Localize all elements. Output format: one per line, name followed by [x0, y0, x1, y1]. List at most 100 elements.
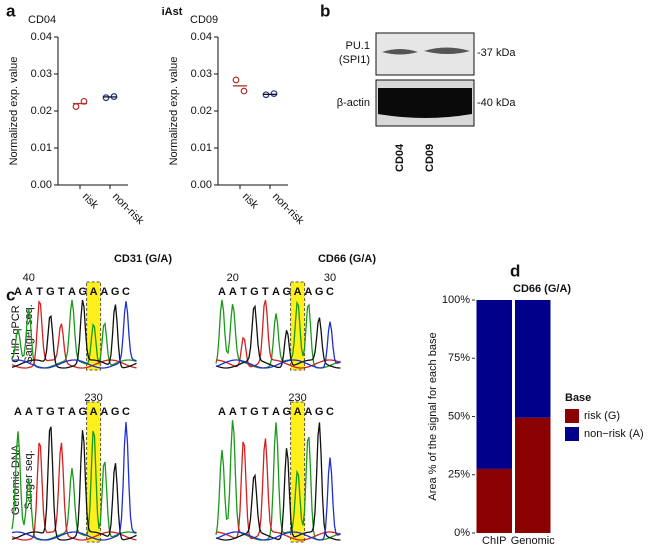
band-label: β-actin [337, 97, 370, 109]
base-call: T [240, 286, 247, 298]
blot-image [375, 32, 475, 76]
position-label: 30 [324, 272, 336, 284]
bar-segment [515, 300, 551, 418]
blot-band [382, 47, 470, 55]
base-call: G [46, 406, 55, 418]
bar-segment [476, 300, 512, 469]
column-title: CD31 (G/A) [114, 253, 172, 265]
x-tick-label: Genomic [511, 535, 556, 547]
data-point [102, 94, 110, 102]
base-call: C [326, 286, 334, 298]
base-call: T [36, 406, 43, 418]
base-call: A [25, 286, 33, 298]
position-label: 20 [227, 272, 239, 284]
row-label: ChIP-qPCR [10, 305, 22, 363]
y-tick-label: 50% [448, 410, 470, 422]
x-tick-label: non-risk [110, 191, 147, 228]
chart-title: CD04 [28, 14, 56, 26]
y-tick-label: 0% [454, 527, 470, 539]
trace [215, 321, 341, 369]
base-call: A [100, 286, 108, 298]
base-call: A [218, 406, 226, 418]
base-call: T [58, 406, 65, 418]
base-call: G [46, 286, 55, 298]
base-call: G [111, 406, 120, 418]
data-point [270, 90, 278, 98]
base-call: G [250, 406, 259, 418]
trace [11, 300, 137, 369]
base-call: C [122, 406, 130, 418]
panel-label: c [6, 285, 15, 304]
trace [11, 299, 137, 369]
panel-label: a [6, 1, 16, 20]
y-tick-label: 0.04 [191, 31, 212, 43]
legend-title: Base [565, 392, 591, 404]
base-call: T [262, 406, 269, 418]
trace [215, 304, 341, 369]
base-call: G [283, 406, 292, 418]
trace [11, 430, 137, 541]
y-tick-label: 0.00 [31, 179, 52, 191]
group-title: iAst [162, 6, 183, 18]
x-tick-label: ChIP [482, 535, 506, 547]
y-tick-label: 0.02 [31, 105, 52, 117]
blot-band [378, 88, 472, 118]
x-tick-label: risk [80, 191, 101, 212]
base-call: T [262, 286, 269, 298]
bar-segment [476, 468, 512, 533]
base-call: A [304, 286, 312, 298]
bar-segment [515, 417, 551, 533]
base-call: G [111, 286, 120, 298]
band-label: (SPI1) [339, 54, 370, 66]
position-label: 230 [288, 392, 306, 404]
base-call: A [90, 406, 98, 418]
legend-label: risk (G) [584, 410, 620, 422]
trace [11, 426, 137, 541]
column-title: CD66 (G/A) [318, 253, 376, 265]
base-call: A [229, 406, 237, 418]
base-call: A [14, 286, 22, 298]
base-call: G [79, 286, 88, 298]
lane-label: CD04 [394, 143, 406, 172]
base-call: T [58, 286, 65, 298]
base-call: G [315, 286, 324, 298]
base-call: A [68, 286, 76, 298]
y-tick-label: 0.01 [31, 142, 52, 154]
axis [57, 37, 128, 186]
base-call: A [294, 406, 302, 418]
base-call: A [100, 406, 108, 418]
base-call: A [272, 406, 280, 418]
base-call: A [294, 286, 302, 298]
base-call: A [25, 406, 33, 418]
data-point [232, 76, 240, 84]
trace [11, 299, 137, 369]
base-call: T [240, 406, 247, 418]
data-point [72, 103, 80, 110]
trace [215, 457, 341, 541]
base-call: G [283, 286, 292, 298]
y-tick-label: 25% [448, 469, 470, 481]
band-label: PU.1 [346, 40, 370, 52]
y-tick-label: 0.01 [191, 142, 212, 154]
lane-label: CD09 [424, 144, 436, 172]
base-call: G [79, 406, 88, 418]
base-call: A [68, 406, 76, 418]
data-point [240, 87, 248, 95]
base-call: C [326, 406, 334, 418]
panel-label: b [320, 1, 330, 20]
axis [217, 37, 288, 186]
base-call: G [250, 286, 259, 298]
x-tick-label: non-risk [270, 191, 307, 228]
base-call: T [36, 286, 43, 298]
base-call: C [122, 286, 130, 298]
y-axis-label: Normalized exp. value [8, 57, 20, 166]
base-call: A [218, 286, 226, 298]
trace [215, 422, 341, 541]
y-tick-label: 75% [448, 352, 470, 364]
y-axis-label: Area % of the signal for each base [427, 332, 439, 500]
y-tick-label: 0.03 [191, 68, 212, 80]
base-call: G [315, 406, 324, 418]
base-call: A [14, 406, 22, 418]
chart-title: CD66 (G/A) [513, 283, 571, 295]
